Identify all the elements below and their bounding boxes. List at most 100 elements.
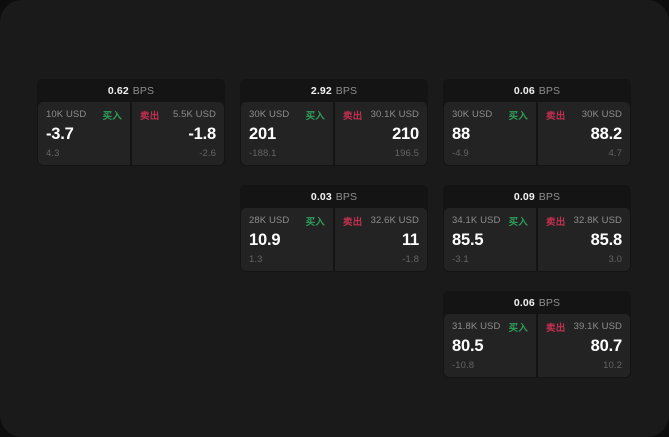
buy-panel-header: 31.8K USD 买入 xyxy=(452,320,528,334)
sell-delta: -1.8 xyxy=(402,254,419,265)
buy-price: 80.5 xyxy=(452,337,484,355)
buy-tag: 买入 xyxy=(508,216,528,228)
bps-value: 0.62 xyxy=(107,84,129,97)
sell-price: 85.8 xyxy=(590,231,623,249)
bps-value: 0.09 xyxy=(513,190,535,203)
sell-delta: 196.5 xyxy=(394,148,419,159)
sell-quantity: 39.1K USD xyxy=(573,321,622,332)
buy-delta: -10.8 xyxy=(452,360,475,371)
sell-price: -1.8 xyxy=(188,125,216,143)
buy-panel[interactable]: 31.8K USD 买入 80.5 -10.8 xyxy=(444,314,536,377)
bps-value: 0.06 xyxy=(513,84,535,97)
buy-quantity: 30K USD xyxy=(249,109,290,120)
buy-delta: -3.1 xyxy=(452,254,469,265)
sell-price: 88.2 xyxy=(590,125,623,143)
quote-card[interactable]: 2.92 BPS 30K USD 买入 201 -188.1 卖出 xyxy=(240,79,428,166)
sell-price: 11 xyxy=(401,231,419,249)
sell-delta: -2.6 xyxy=(199,148,216,159)
sell-panel-header: 卖出 32.6K USD xyxy=(343,214,419,228)
buy-quantity: 10K USD xyxy=(46,109,87,120)
buy-panel-header: 28K USD 买入 xyxy=(249,214,325,228)
quote-card[interactable]: 0.06 BPS 30K USD 买入 88 -4.9 卖出 xyxy=(443,79,631,166)
card-header: 0.62 BPS xyxy=(37,79,225,102)
buy-price: 85.5 xyxy=(452,231,484,249)
sell-panel[interactable]: 卖出 32.6K USD 11 -1.8 xyxy=(335,208,427,271)
card-body: 30K USD 买入 201 -188.1 卖出 30.1K USD 210 1… xyxy=(240,102,428,166)
sell-quantity: 30K USD xyxy=(581,109,622,120)
bps-unit: BPS xyxy=(132,84,155,97)
buy-tag: 买入 xyxy=(508,110,528,122)
buy-quantity: 31.8K USD xyxy=(452,321,501,332)
buy-panel-header: 34.1K USD 买入 xyxy=(452,214,528,228)
sell-quantity: 5.5K USD xyxy=(172,109,216,120)
buy-price: -3.7 xyxy=(46,125,74,143)
sell-panel-header: 卖出 39.1K USD xyxy=(546,320,622,334)
sell-tag: 卖出 xyxy=(546,216,566,228)
sell-panel[interactable]: 卖出 32.8K USD 85.8 3.0 xyxy=(538,208,630,271)
sell-price: 80.7 xyxy=(590,337,623,355)
buy-panel[interactable]: 10K USD 买入 -3.7 4.3 xyxy=(38,102,130,165)
card-body: 10K USD 买入 -3.7 4.3 卖出 5.5K USD -1.8 -2.… xyxy=(37,102,225,166)
quote-card[interactable]: 0.62 BPS 10K USD 买入 -3.7 4.3 卖出 xyxy=(37,79,225,166)
sell-panel[interactable]: 卖出 30.1K USD 210 196.5 xyxy=(335,102,427,165)
card-body: 30K USD 买入 88 -4.9 卖出 30K USD 88.2 4.7 xyxy=(443,102,631,166)
buy-tag: 买入 xyxy=(102,110,122,122)
sell-tag: 卖出 xyxy=(343,110,363,122)
sell-panel-header: 卖出 5.5K USD xyxy=(140,108,216,122)
sell-delta: 10.2 xyxy=(603,360,622,371)
buy-panel[interactable]: 30K USD 买入 88 -4.9 xyxy=(444,102,536,165)
quote-card-board: 0.62 BPS 10K USD 买入 -3.7 4.3 卖出 xyxy=(37,79,637,389)
bps-unit: BPS xyxy=(335,84,358,97)
card-header: 2.92 BPS xyxy=(240,79,428,102)
sell-delta: 4.7 xyxy=(608,148,622,159)
bps-unit: BPS xyxy=(335,190,358,203)
buy-tag: 买入 xyxy=(305,110,325,122)
sell-quantity: 32.6K USD xyxy=(370,215,419,226)
buy-panel-header: 30K USD 买入 xyxy=(452,108,528,122)
buy-delta: 4.3 xyxy=(46,148,60,159)
buy-panel[interactable]: 34.1K USD 买入 85.5 -3.1 xyxy=(444,208,536,271)
buy-panel[interactable]: 28K USD 买入 10.9 1.3 xyxy=(241,208,333,271)
sell-panel-header: 卖出 30.1K USD xyxy=(343,108,419,122)
quote-card[interactable]: 0.09 BPS 34.1K USD 买入 85.5 -3.1 卖出 xyxy=(443,185,631,272)
buy-price: 201 xyxy=(249,125,276,143)
card-body: 31.8K USD 买入 80.5 -10.8 卖出 39.1K USD 80.… xyxy=(443,314,631,378)
card-header: 0.09 BPS xyxy=(443,185,631,208)
card-header: 0.03 BPS xyxy=(240,185,428,208)
quote-card[interactable]: 0.06 BPS 31.8K USD 买入 80.5 -10.8 卖 xyxy=(443,291,631,378)
sell-tag: 卖出 xyxy=(546,322,566,334)
buy-delta: -4.9 xyxy=(452,148,469,159)
sell-panel-header: 卖出 30K USD xyxy=(546,108,622,122)
sell-delta: 3.0 xyxy=(608,254,622,265)
sell-quantity: 32.8K USD xyxy=(573,215,622,226)
card-body: 34.1K USD 买入 85.5 -3.1 卖出 32.8K USD 85.8… xyxy=(443,208,631,272)
bps-value: 0.06 xyxy=(513,296,535,309)
buy-tag: 买入 xyxy=(305,216,325,228)
bps-value: 2.92 xyxy=(310,84,332,97)
buy-panel-header: 10K USD 买入 xyxy=(46,108,122,122)
sell-panel[interactable]: 卖出 39.1K USD 80.7 10.2 xyxy=(538,314,630,377)
card-header: 0.06 BPS xyxy=(443,79,631,102)
sell-panel-header: 卖出 32.8K USD xyxy=(546,214,622,228)
sell-tag: 卖出 xyxy=(343,216,363,228)
buy-tag: 买入 xyxy=(508,322,528,334)
buy-panel-header: 30K USD 买入 xyxy=(249,108,325,122)
card-header: 0.06 BPS xyxy=(443,291,631,314)
sell-panel[interactable]: 卖出 5.5K USD -1.8 -2.6 xyxy=(132,102,224,165)
sell-quantity: 30.1K USD xyxy=(370,109,419,120)
buy-panel[interactable]: 30K USD 买入 201 -188.1 xyxy=(241,102,333,165)
bps-unit: BPS xyxy=(538,84,561,97)
card-body: 28K USD 买入 10.9 1.3 卖出 32.6K USD 11 -1.8 xyxy=(240,208,428,272)
buy-price: 88 xyxy=(452,125,470,143)
buy-quantity: 28K USD xyxy=(249,215,290,226)
bps-value: 0.03 xyxy=(310,190,332,203)
sell-price: 210 xyxy=(392,125,419,143)
buy-quantity: 30K USD xyxy=(452,109,493,120)
buy-delta: -188.1 xyxy=(249,148,277,159)
sell-tag: 卖出 xyxy=(140,110,160,122)
buy-delta: 1.3 xyxy=(249,254,263,265)
buy-price: 10.9 xyxy=(249,231,281,249)
sell-panel[interactable]: 卖出 30K USD 88.2 4.7 xyxy=(538,102,630,165)
quote-card[interactable]: 0.03 BPS 28K USD 买入 10.9 1.3 卖出 xyxy=(240,185,428,272)
